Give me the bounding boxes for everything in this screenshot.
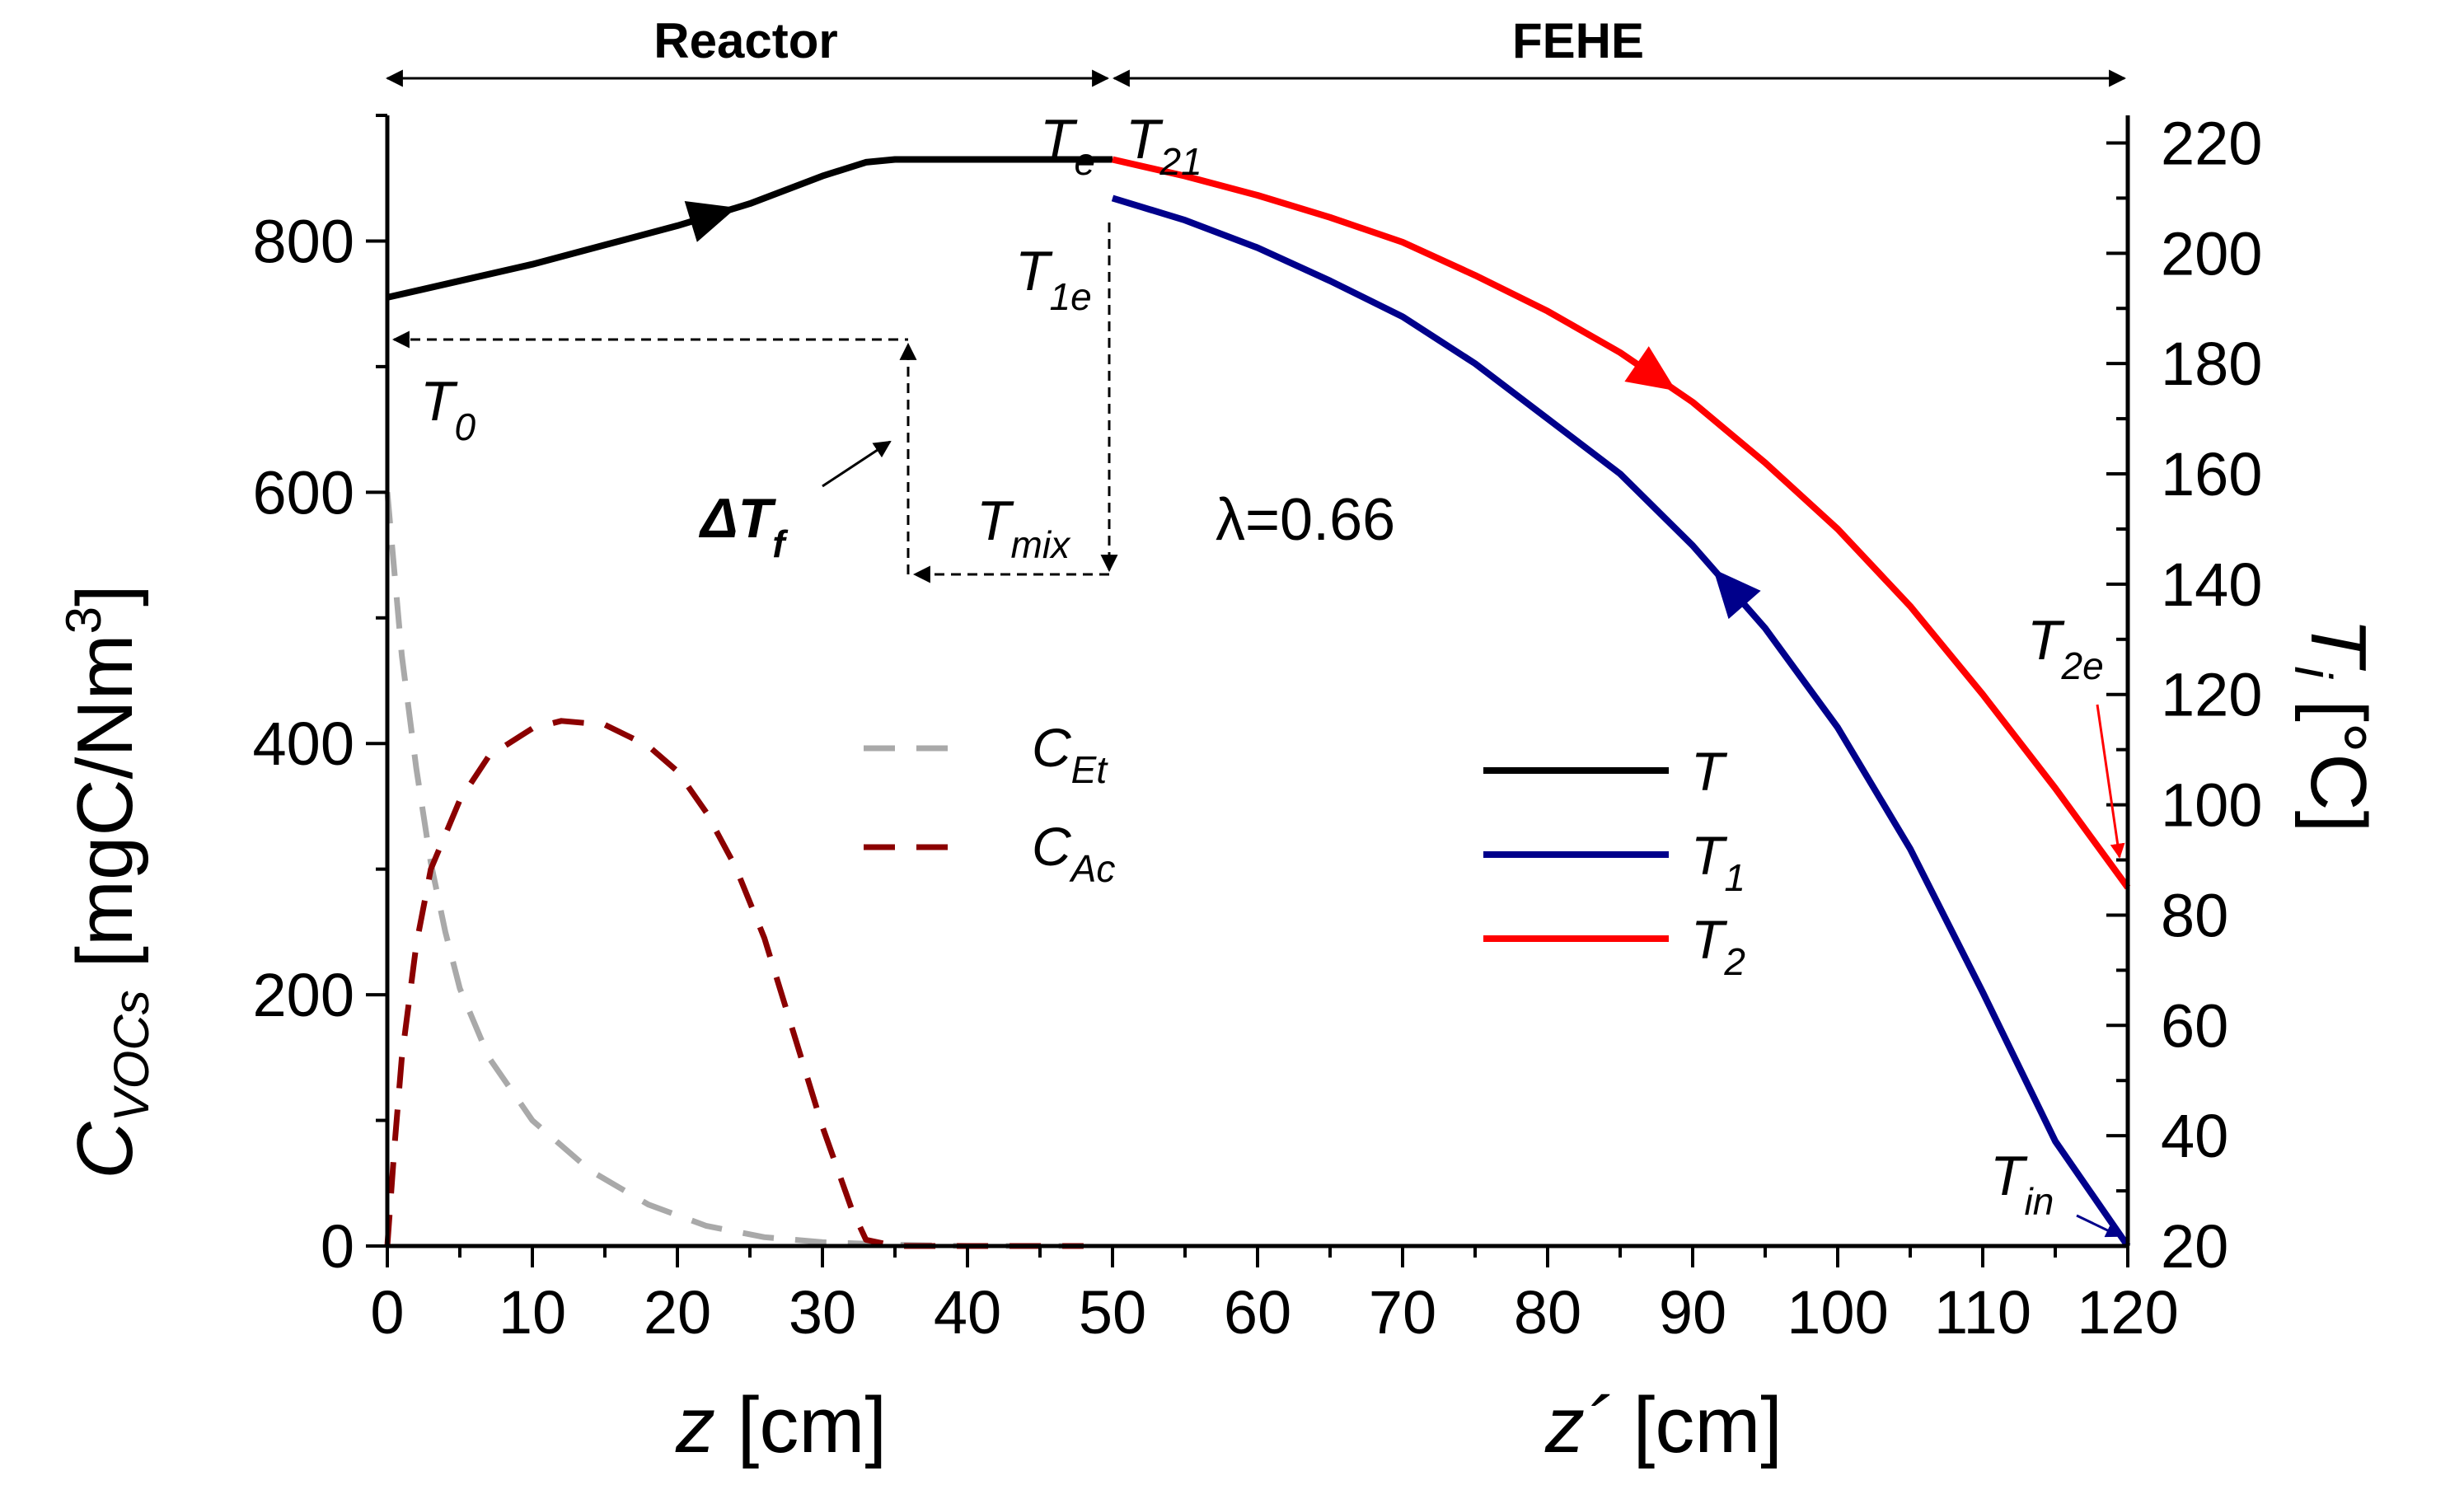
legend-label-c-ac: CAc <box>1032 816 1115 890</box>
series-line-c-et <box>384 491 1084 1249</box>
y-right-tick-label: 140 <box>2161 550 2262 619</box>
y-left-tick-label: 0 <box>321 1212 354 1281</box>
y-right-axis-title: Ti [°C] <box>2284 618 2382 833</box>
x-tick-label: 40 <box>934 1278 1001 1347</box>
x-tick-label: 90 <box>1659 1278 1726 1347</box>
direction-arrow-t2 <box>1624 346 1676 391</box>
x-tick-label: 20 <box>644 1278 711 1347</box>
y-right-tick-label: 200 <box>2161 219 2262 288</box>
annot-delta-tf: ΔTf <box>698 487 789 565</box>
legend-label-t1: T1 <box>1691 825 1745 899</box>
legend: CEt CAc T T1 T2 <box>864 717 1745 983</box>
x-tick-label: 80 <box>1514 1278 1581 1347</box>
annot-t1e: T1e <box>1015 240 1092 318</box>
y-right-tick-label: 220 <box>2161 109 2262 177</box>
x-tick-label: 10 <box>499 1278 566 1347</box>
annot-t21: T21 <box>1126 108 1202 183</box>
annot-tmix: Tmix <box>977 490 1071 566</box>
annot-t0: T0 <box>420 370 476 448</box>
y-right-tick-label: 180 <box>2161 330 2262 398</box>
x-tick-label: 110 <box>1934 1278 2031 1347</box>
delta-tf-pointer-arrow <box>822 440 892 488</box>
region-label-reactor: Reactor <box>653 13 837 68</box>
annot-tin: Tin <box>1990 1145 2054 1223</box>
y-left-axis-title: CVOCs [mgC/Nm3] <box>56 584 159 1178</box>
temperature-construction-lines <box>391 223 2125 1238</box>
legend-label-t: T <box>1691 741 1728 802</box>
legend-label-t2: T2 <box>1691 909 1745 983</box>
region-label-fehe: FEHE <box>1512 13 1644 68</box>
series-line-t <box>386 156 1113 301</box>
y-left-tick-label: 600 <box>253 458 354 527</box>
direction-arrow-t1 <box>1712 569 1761 620</box>
direction-arrow-t <box>684 201 737 242</box>
y-right-tick-label: 160 <box>2161 440 2262 508</box>
y-left-tick-label: 800 <box>253 207 354 275</box>
annot-t2e: T2e <box>2027 609 2104 687</box>
annotations: Te T21 T1e T0 ΔTf Tmix T2e Tin λ=0.66 <box>420 108 2104 1223</box>
x-tick-label: 30 <box>789 1278 856 1347</box>
x-tick-label: 0 <box>370 1278 404 1347</box>
lambda-label: λ=0.66 <box>1216 487 1395 553</box>
legend-label-c-et: CEt <box>1032 717 1108 791</box>
x-axis-title-left: z [cm] <box>675 1381 887 1469</box>
series-layer <box>384 156 2131 1249</box>
series-line-c-ac <box>384 718 1084 1249</box>
region-arrows: Reactor FEHE <box>385 13 2127 87</box>
x-tick-label: 100 <box>1787 1278 1888 1347</box>
series-line-t1 <box>1111 194 2131 1248</box>
annot-te: Te <box>1040 108 1095 183</box>
x-tick-label: 70 <box>1369 1278 1436 1347</box>
y-right-tick-label: 20 <box>2161 1212 2228 1281</box>
y-left-tick-label: 200 <box>253 961 354 1029</box>
x-tick-label: 50 <box>1079 1278 1146 1347</box>
x-tick-label: 120 <box>2077 1278 2178 1347</box>
x-axis-title-right: z´ [cm] <box>1544 1381 1782 1469</box>
y-right-tick-label: 100 <box>2161 771 2262 840</box>
y-right-tick-label: 60 <box>2161 991 2228 1060</box>
y-left-tick-label: 400 <box>253 710 354 778</box>
series-line-t2 <box>1112 156 2131 890</box>
axes-layer: 0 10 20 30 40 50 60 70 80 90 100 110 120 0 200 400 600 80… <box>253 109 2263 1347</box>
axis-titles: z [cm] z´ [cm] CVOCs [mgC/Nm3] Ti [°C] <box>56 584 2382 1469</box>
x-tick-label: 60 <box>1224 1278 1291 1347</box>
y-right-tick-label: 120 <box>2161 661 2262 729</box>
y-right-tick-label: 40 <box>2161 1102 2228 1170</box>
y-right-tick-label: 80 <box>2161 881 2228 949</box>
t2e-pointer-arrow <box>2096 704 2125 859</box>
tin-pointer-arrow <box>2076 1214 2121 1238</box>
